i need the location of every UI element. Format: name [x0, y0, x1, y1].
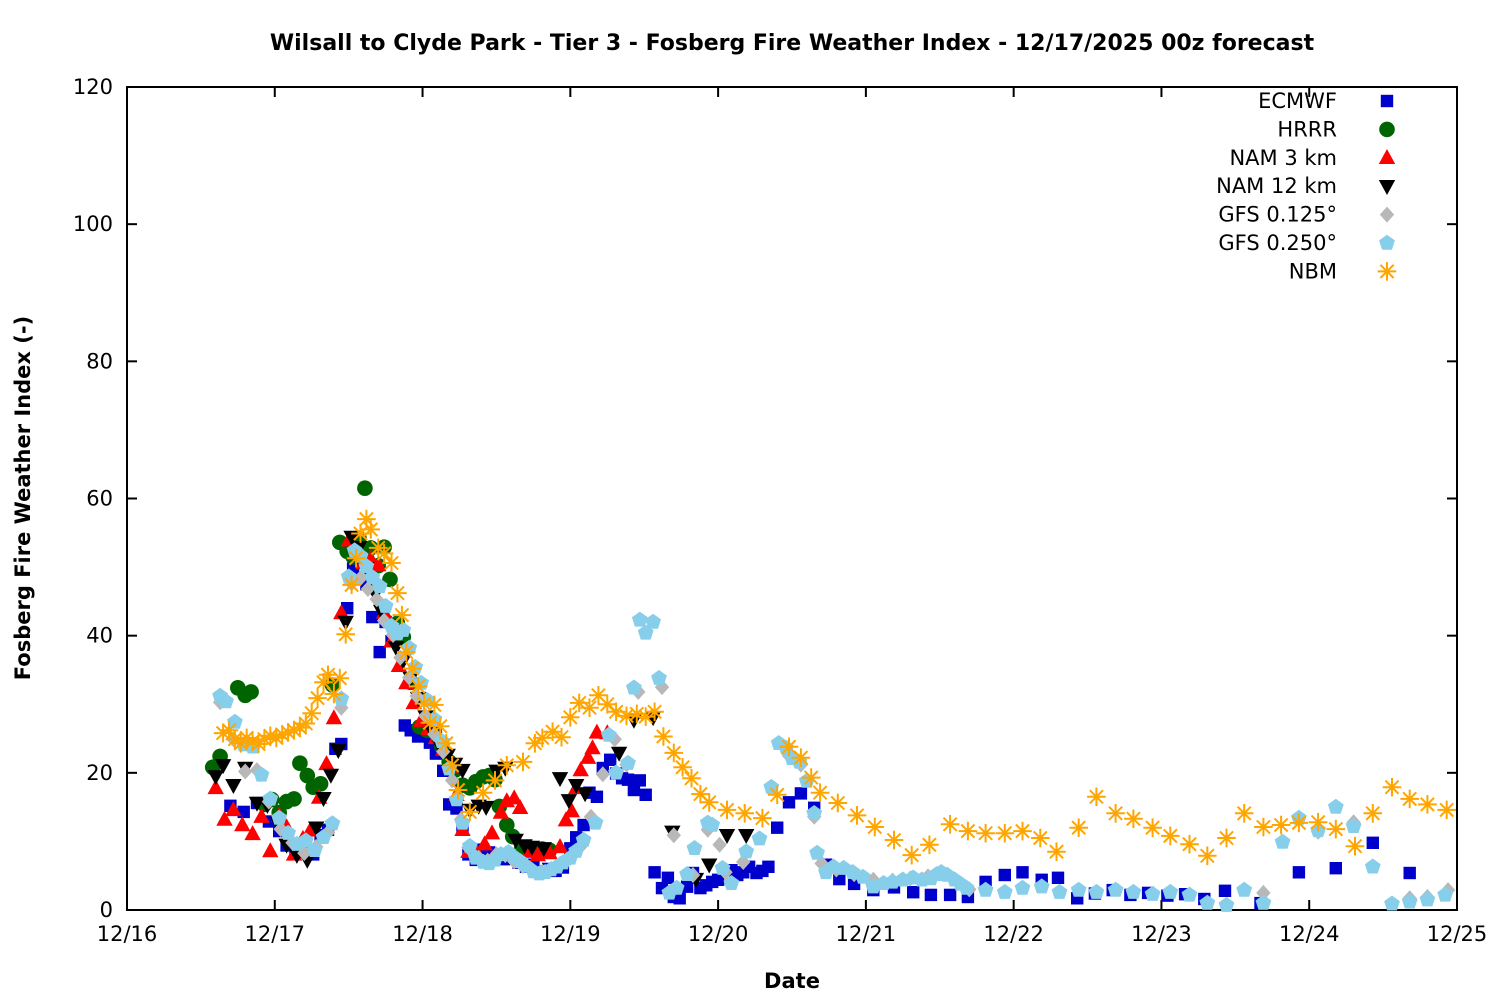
legend-item-NAM-3-km: NAM 3 km [1229, 146, 1396, 170]
legend-label: GFS 0.250° [1218, 231, 1337, 255]
legend-label: NAM 12 km [1216, 174, 1337, 198]
legend-label: HRRR [1277, 117, 1337, 141]
legend-item-NAM-12-km: NAM 12 km [1216, 174, 1396, 198]
legend-item-NBM: NBM [1289, 259, 1397, 283]
chart-title: Wilsall to Clyde Park - Tier 3 - Fosberg… [270, 31, 1315, 56]
y-tick-label: 60 [86, 487, 113, 511]
y-tick-label: 80 [86, 349, 113, 373]
x-tick-label: 12/24 [1279, 922, 1340, 946]
legend: ECMWF HRRR NAM 3 km NAM 12 km GFS 0.125° GFS … [1216, 89, 1397, 283]
x-tick-label: 12/25 [1427, 922, 1488, 946]
legend-label: NAM 3 km [1229, 146, 1337, 170]
y-tick-label: 0 [100, 898, 113, 922]
x-tick-label: 12/21 [836, 922, 897, 946]
legend-label: GFS 0.125° [1218, 203, 1337, 227]
x-tick-label: 12/23 [1131, 922, 1192, 946]
legend-label: NBM [1289, 259, 1337, 283]
legend-item-GFS-0-125-: GFS 0.125° [1218, 203, 1395, 227]
x-tick-label: 12/16 [97, 922, 158, 946]
y-tick-label: 100 [73, 212, 113, 236]
y-tick-label: 40 [86, 624, 113, 648]
x-tick-label: 12/22 [983, 922, 1044, 946]
legend-item-GFS-0-250-: GFS 0.250° [1218, 231, 1395, 255]
series-NBM [213, 509, 1456, 866]
x-tick-label: 12/19 [540, 922, 601, 946]
y-tick-label: 20 [86, 761, 113, 785]
legend-item-ECMWF: ECMWF [1258, 89, 1394, 113]
legend-label: ECMWF [1258, 89, 1337, 113]
x-axis-title: Date [764, 969, 820, 993]
x-tick-label: 12/20 [688, 922, 749, 946]
axes: 12/16 12/17 12/18 12/19 12/20 12/21 12/22 12/23… [73, 75, 1487, 946]
data-points [204, 480, 1456, 912]
x-tick-label: 12/18 [392, 922, 453, 946]
x-tick-label: 12/17 [245, 922, 306, 946]
y-tick-label: 120 [73, 75, 113, 99]
y-axis-title: Fosberg Fire Weather Index (-) [11, 316, 35, 680]
legend-item-HRRR: HRRR [1277, 117, 1395, 141]
